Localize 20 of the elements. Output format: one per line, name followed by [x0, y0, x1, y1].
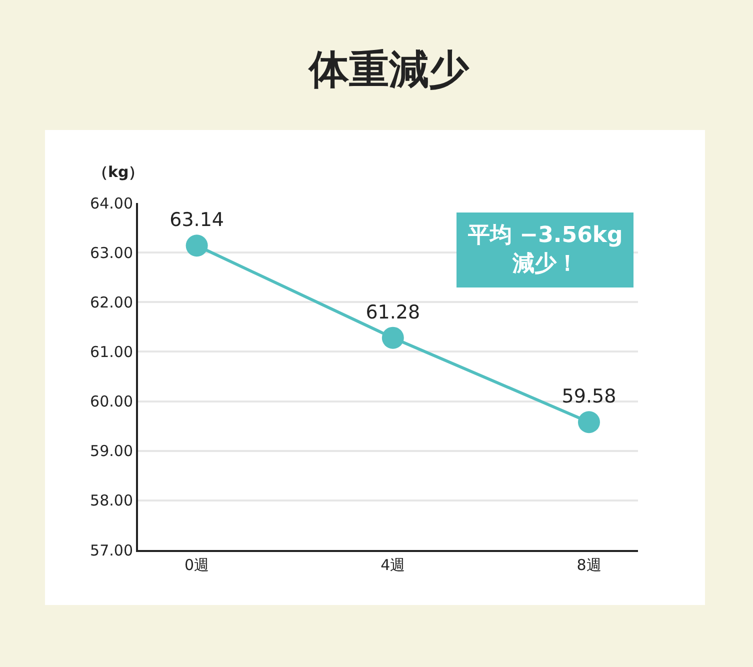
y-tick-label: 62.00 — [90, 293, 133, 312]
data-label: 59.58 — [562, 386, 616, 408]
point — [186, 234, 208, 257]
chart-title: 体重減少 — [307, 47, 470, 93]
y-tick-label: 63.00 — [90, 244, 133, 262]
y-tick-label: 64.00 — [90, 194, 133, 212]
x-tick-label: 0週 — [184, 556, 210, 574]
y-tick-label: 58.00 — [90, 492, 133, 510]
point — [578, 411, 600, 434]
y-tick-label: 59.00 — [90, 442, 133, 460]
point — [382, 326, 404, 349]
y-axis-title: （kg） — [93, 163, 144, 181]
y-tick-label: 60.00 — [90, 392, 133, 411]
y-tick-label: 57.00 — [90, 541, 133, 560]
y-tick-label: 61.00 — [90, 342, 133, 361]
x-tick-label: 8週 — [576, 556, 602, 574]
annotation: 平均 −3.56kg 減少！ — [467, 223, 623, 277]
x-tick-label: 4週 — [380, 556, 406, 574]
data-label: 63.14 — [170, 209, 224, 232]
data-label: 61.28 — [366, 301, 420, 324]
